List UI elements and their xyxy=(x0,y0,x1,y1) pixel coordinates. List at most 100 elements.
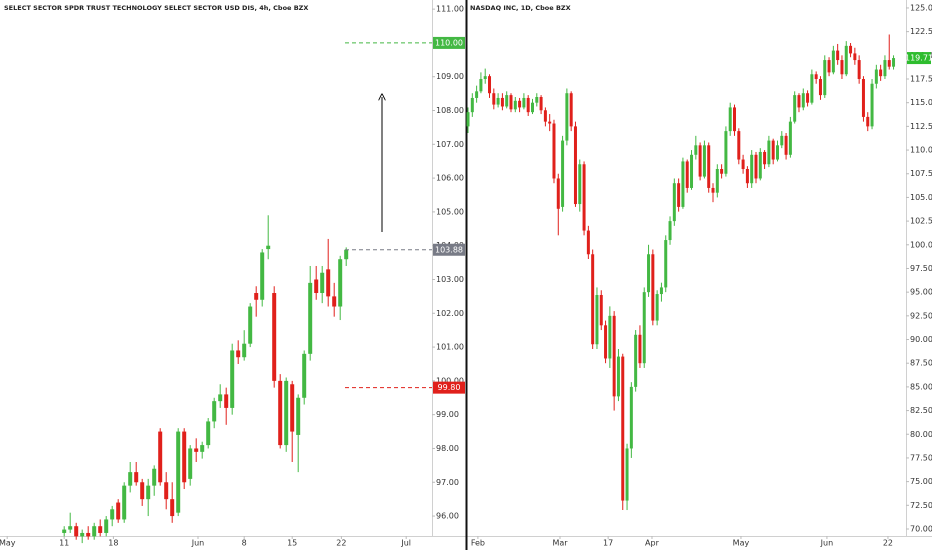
candle-body xyxy=(849,45,853,54)
candle-body xyxy=(707,145,711,188)
candle-body xyxy=(604,325,608,359)
x-tick-label: Feb xyxy=(471,539,485,548)
candle-body xyxy=(278,380,283,446)
candle-body xyxy=(857,60,861,80)
candle-body xyxy=(810,74,814,103)
candle-body xyxy=(840,60,844,75)
candle-body xyxy=(509,95,513,110)
candle-body xyxy=(548,121,552,124)
candle-body xyxy=(797,95,801,108)
y-tick-label: 102.00 xyxy=(436,309,464,318)
y-tick-label: 100.00 xyxy=(910,240,932,249)
candle-body xyxy=(720,169,724,174)
x-tick-label: 22 xyxy=(883,539,893,548)
candle-body xyxy=(788,121,792,155)
candle-body xyxy=(500,97,504,107)
candle-body xyxy=(92,526,97,537)
candle-body xyxy=(582,164,586,231)
candle-body xyxy=(134,472,139,483)
x-tick-label: May xyxy=(733,539,750,548)
x-tick-label: Apr xyxy=(645,539,660,548)
y-tick-label: 107.00 xyxy=(436,140,464,149)
y-tick-label: 87.50 xyxy=(910,359,932,368)
y-tick-label: 105.00 xyxy=(436,207,464,216)
y-tick-label: 122.50 xyxy=(910,27,932,36)
candle-body xyxy=(122,485,127,520)
candle-body xyxy=(616,356,620,397)
candle-body xyxy=(254,293,259,300)
candle-body xyxy=(715,169,719,193)
candle-body xyxy=(224,394,229,408)
candle-body xyxy=(561,140,565,207)
candle-body xyxy=(284,380,289,446)
candle-body xyxy=(242,343,247,358)
candle-body xyxy=(887,60,891,67)
candle-body xyxy=(733,107,737,132)
candle-body xyxy=(200,445,205,452)
price-label: 110.00 xyxy=(435,38,463,47)
candle-body xyxy=(659,287,663,295)
candle-body xyxy=(694,145,698,155)
candle-body xyxy=(771,140,775,160)
candle-body xyxy=(80,532,85,537)
y-tick-label: 107.50 xyxy=(910,169,932,178)
x-tick-label: Jun xyxy=(820,539,834,548)
y-tick-label: 82.50 xyxy=(910,406,932,415)
candle-body xyxy=(218,394,223,402)
candle-body xyxy=(74,526,79,537)
x-tick-label: 17 xyxy=(603,539,613,548)
candle-body xyxy=(883,60,887,77)
candle-body xyxy=(853,53,857,61)
candle-body xyxy=(651,254,655,321)
candle-body xyxy=(698,145,702,177)
candle-body xyxy=(158,431,163,483)
candle-body xyxy=(296,397,301,435)
price-label: 99.80 xyxy=(438,383,461,392)
candle-body xyxy=(690,154,694,188)
candle-body xyxy=(586,230,590,255)
price-label-box xyxy=(433,36,465,49)
candle-body xyxy=(290,384,295,432)
candle-body xyxy=(272,293,277,381)
candle-body xyxy=(110,509,115,520)
price-label-box xyxy=(433,243,465,256)
candle-body xyxy=(806,93,810,103)
candle-body xyxy=(879,69,883,77)
y-tick-label: 111.00 xyxy=(436,5,464,14)
candle-body xyxy=(248,306,253,344)
candle-body xyxy=(496,97,500,105)
price-label: 103.88 xyxy=(435,245,463,254)
candle-body xyxy=(870,83,874,127)
candle-body xyxy=(194,448,199,452)
candle-body xyxy=(230,350,235,408)
y-tick-label: 70.00 xyxy=(910,524,932,533)
y-tick-label: 110.00 xyxy=(910,146,932,155)
price-label-box xyxy=(907,52,931,65)
y-tick-label: 102.50 xyxy=(910,217,932,226)
candle-body xyxy=(518,100,522,108)
candle-body xyxy=(492,93,496,105)
candle-body xyxy=(784,135,788,155)
y-tick-label: 72.50 xyxy=(910,501,932,510)
price-label-box xyxy=(433,381,465,394)
y-tick-label: 95.00 xyxy=(910,288,932,297)
candle-body xyxy=(818,79,822,96)
candle-body xyxy=(260,252,265,300)
candle-body xyxy=(212,401,217,422)
candle-body xyxy=(655,294,659,321)
candle-body xyxy=(861,79,865,117)
candle-body xyxy=(758,151,762,179)
y-tick-label: 77.50 xyxy=(910,453,932,462)
y-tick-label: 97.00 xyxy=(436,478,459,487)
y-tick-label: 105.00 xyxy=(910,193,932,202)
candle-body xyxy=(182,431,187,483)
x-tick-label: 11 xyxy=(59,539,69,548)
y-tick-label: 100.00 xyxy=(436,376,464,385)
candle-body xyxy=(814,74,818,80)
candle-body xyxy=(505,95,509,107)
candle-body xyxy=(539,97,543,111)
y-tick-label: 101.00 xyxy=(436,343,464,352)
y-tick-label: 96.00 xyxy=(436,512,459,521)
candle-body xyxy=(677,183,681,207)
